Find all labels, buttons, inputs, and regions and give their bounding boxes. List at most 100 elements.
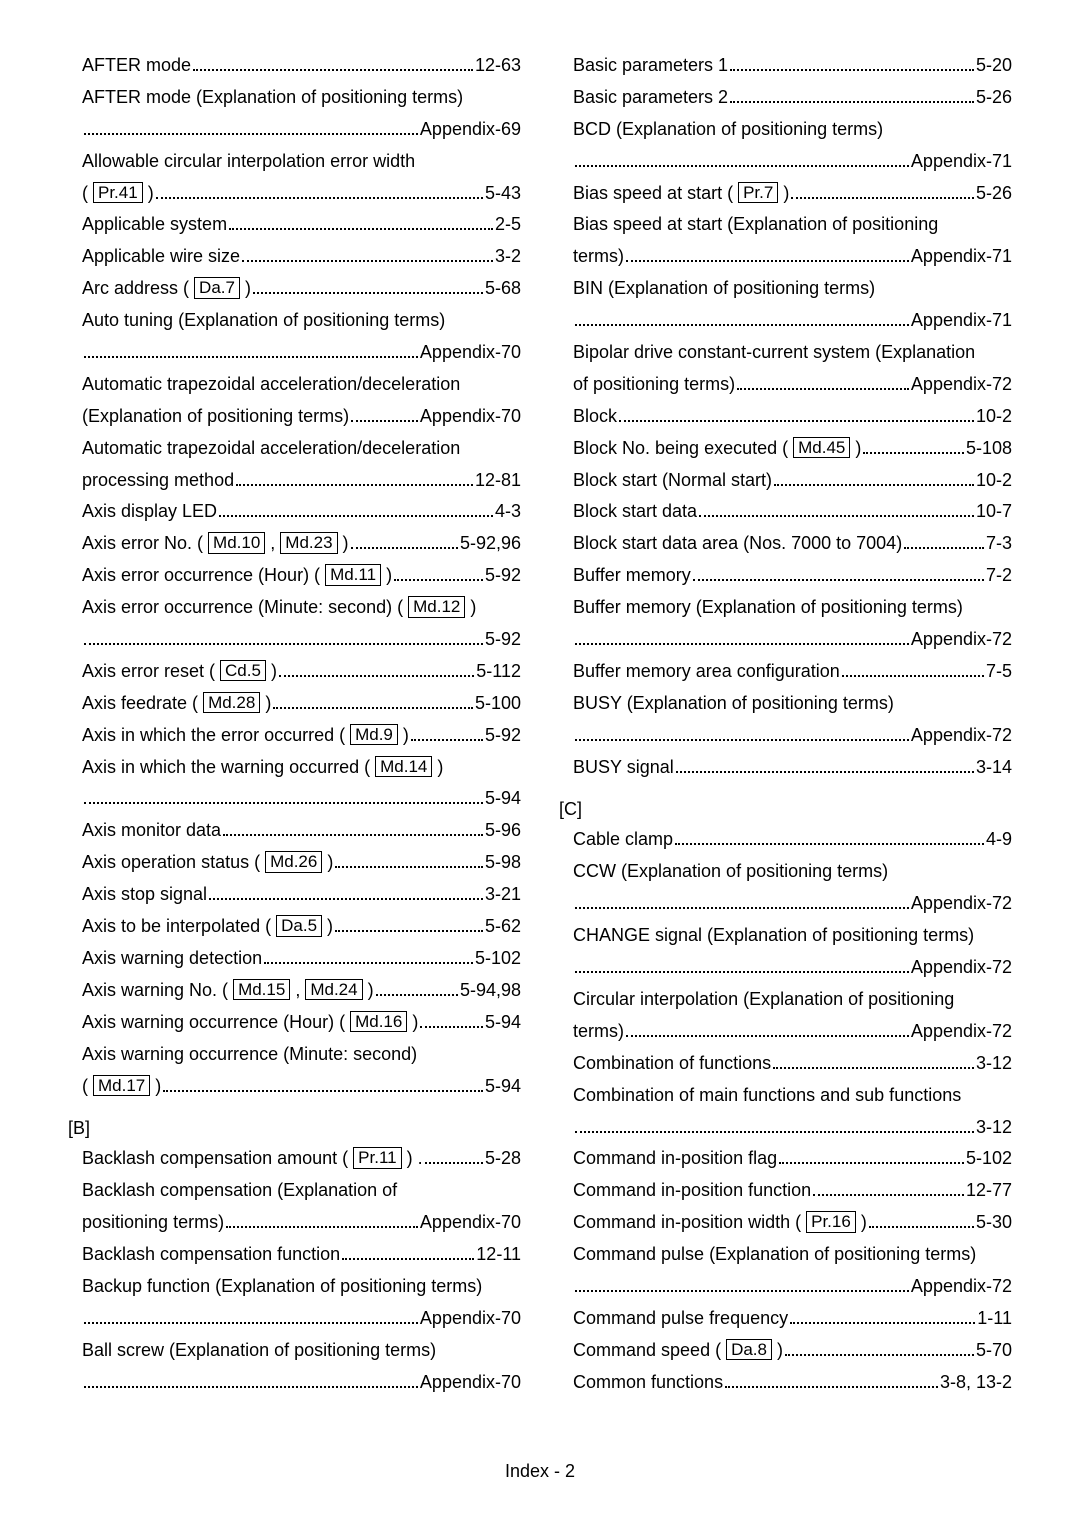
entry-page: 5-102 <box>475 945 521 973</box>
index-entry: 5-94 <box>68 785 521 813</box>
entry-label: Axis error No. ( Md.10 , Md.23 ) <box>82 530 349 558</box>
entry-page: Appendix-72 <box>911 1273 1012 1301</box>
leader-dots <box>575 739 909 741</box>
index-entry: positioning terms)Appendix-70 <box>68 1209 521 1237</box>
index-entry: Bias speed at start ( Pr.7 )5-26 <box>559 180 1012 208</box>
entry-page: 5-94 <box>485 1009 521 1037</box>
entry-label: Bias speed at start ( Pr.7 ) <box>573 180 789 208</box>
entry-label: Backlash compensation amount ( Pr.11 ) . <box>82 1145 423 1173</box>
index-entry: Appendix-72 <box>559 954 1012 982</box>
entry-page: 7-5 <box>986 658 1012 686</box>
index-entry: Arc address ( Da.7 )5-68 <box>68 275 521 303</box>
leader-dots <box>84 643 483 645</box>
index-entry: Axis to be interpolated ( Da.5 )5-62 <box>68 913 521 941</box>
entry-label: Block start data <box>573 498 697 526</box>
leader-dots <box>84 802 483 804</box>
index-line: AFTER mode (Explanation of positioning t… <box>68 84 521 112</box>
leader-dots <box>163 1090 483 1092</box>
entry-label: Block start (Normal start) <box>573 467 772 495</box>
param-box: Da.7 <box>194 277 240 299</box>
param-box: Md.26 <box>265 851 322 873</box>
entry-page: 5-92 <box>485 562 521 590</box>
entry-page: 5-108 <box>966 435 1012 463</box>
index-entry: terms)Appendix-72 <box>559 1018 1012 1046</box>
entry-label: terms) <box>573 243 624 271</box>
index-line: CCW (Explanation of positioning terms) <box>559 858 1012 886</box>
section-heading-c: [C] <box>559 799 1012 820</box>
leader-dots <box>279 675 474 677</box>
entry-page: Appendix-70 <box>420 339 521 367</box>
entry-label: Basic parameters 1 <box>573 52 728 80</box>
leader-dots <box>626 1035 909 1037</box>
leader-dots <box>84 356 418 358</box>
entry-page: 10-7 <box>976 498 1012 526</box>
entry-label: Common functions <box>573 1369 723 1397</box>
index-entry: of positioning terms)Appendix-72 <box>559 371 1012 399</box>
entry-label: positioning terms) <box>82 1209 224 1237</box>
param-box: Md.23 <box>280 532 337 554</box>
index-line: Backlash compensation (Explanation of <box>68 1177 521 1205</box>
entry-label: Command speed ( Da.8 ) <box>573 1337 783 1365</box>
index-entry: Combination of functions3-12 <box>559 1050 1012 1078</box>
index-entry: Appendix-72 <box>559 626 1012 654</box>
index-entry: Appendix-69 <box>68 116 521 144</box>
index-entry: Appendix-70 <box>68 1305 521 1333</box>
leader-dots <box>842 675 984 677</box>
entry-label: Command in-position width ( Pr.16 ) <box>573 1209 867 1237</box>
leader-dots <box>223 834 483 836</box>
index-entry: ( Md.17 )5-94 <box>68 1073 521 1101</box>
leader-dots <box>773 1067 974 1069</box>
leader-dots <box>575 1290 909 1292</box>
entry-page: Appendix-70 <box>420 403 521 431</box>
param-box: Da.5 <box>276 915 322 937</box>
leader-dots <box>575 643 909 645</box>
entry-page: 5-70 <box>976 1337 1012 1365</box>
param-box: Pr.11 <box>353 1147 401 1169</box>
entry-page: 5-28 <box>485 1145 521 1173</box>
index-line: BUSY (Explanation of positioning terms) <box>559 690 1012 718</box>
entry-page: 5-94,98 <box>460 977 521 1005</box>
leader-dots <box>626 260 909 262</box>
entry-label: Axis in which the error occurred ( Md.9 … <box>82 722 409 750</box>
entry-page: 12-63 <box>475 52 521 80</box>
entries-block: AFTER mode12-63 AFTER mode (Explanation o… <box>68 52 521 1100</box>
index-entry: Appendix-71 <box>559 307 1012 335</box>
index-line: BCD (Explanation of positioning terms) <box>559 116 1012 144</box>
leader-dots <box>779 1162 964 1164</box>
entry-page: Appendix-71 <box>911 307 1012 335</box>
index-line: Combination of main functions and sub fu… <box>559 1082 1012 1110</box>
index-entry: Axis warning occurrence (Hour) ( Md.16 )… <box>68 1009 521 1037</box>
index-entry: Block start (Normal start)10-2 <box>559 467 1012 495</box>
index-line: Auto tuning (Explanation of positioning … <box>68 307 521 335</box>
index-entry: Axis monitor data5-96 <box>68 817 521 845</box>
entry-page: 5-92,96 <box>460 530 521 558</box>
leader-dots <box>863 452 964 454</box>
leader-dots <box>425 1162 483 1164</box>
leader-dots <box>420 1026 483 1028</box>
entry-page: 5-112 <box>476 658 521 686</box>
index-entry: 3-12 <box>559 1114 1012 1142</box>
leader-dots <box>699 515 974 517</box>
leader-dots <box>335 866 483 868</box>
param-box: Pr.7 <box>738 182 778 204</box>
entry-page: 10-2 <box>976 403 1012 431</box>
entry-page: 12-81 <box>475 467 521 495</box>
index-entry: Axis in which the error occurred ( Md.9 … <box>68 722 521 750</box>
index-entry: Block start data 10-7 <box>559 498 1012 526</box>
entry-page: 5-92 <box>485 722 521 750</box>
index-entry: Appendix-72 <box>559 1273 1012 1301</box>
leader-dots <box>376 994 458 996</box>
index-entry: (Explanation of positioning terms)Append… <box>68 403 521 431</box>
index-line: Bias speed at start (Explanation of posi… <box>559 211 1012 239</box>
leader-dots <box>737 388 909 390</box>
index-entry: AFTER mode12-63 <box>68 52 521 80</box>
index-entry: Axis warning No. ( Md.15 , Md.24 )5-94,9… <box>68 977 521 1005</box>
leader-dots <box>253 292 483 294</box>
entry-label: Axis stop signal <box>82 881 207 909</box>
entry-page: Appendix-72 <box>911 890 1012 918</box>
entry-page: 5-94 <box>485 785 521 813</box>
leader-dots <box>209 898 483 900</box>
entries-block: Cable clamp4-9CCW (Explanation of positi… <box>559 826 1012 1396</box>
entry-page: 12-11 <box>476 1241 521 1269</box>
entry-label: Block start data area (Nos. 7000 to 7004… <box>573 530 902 558</box>
